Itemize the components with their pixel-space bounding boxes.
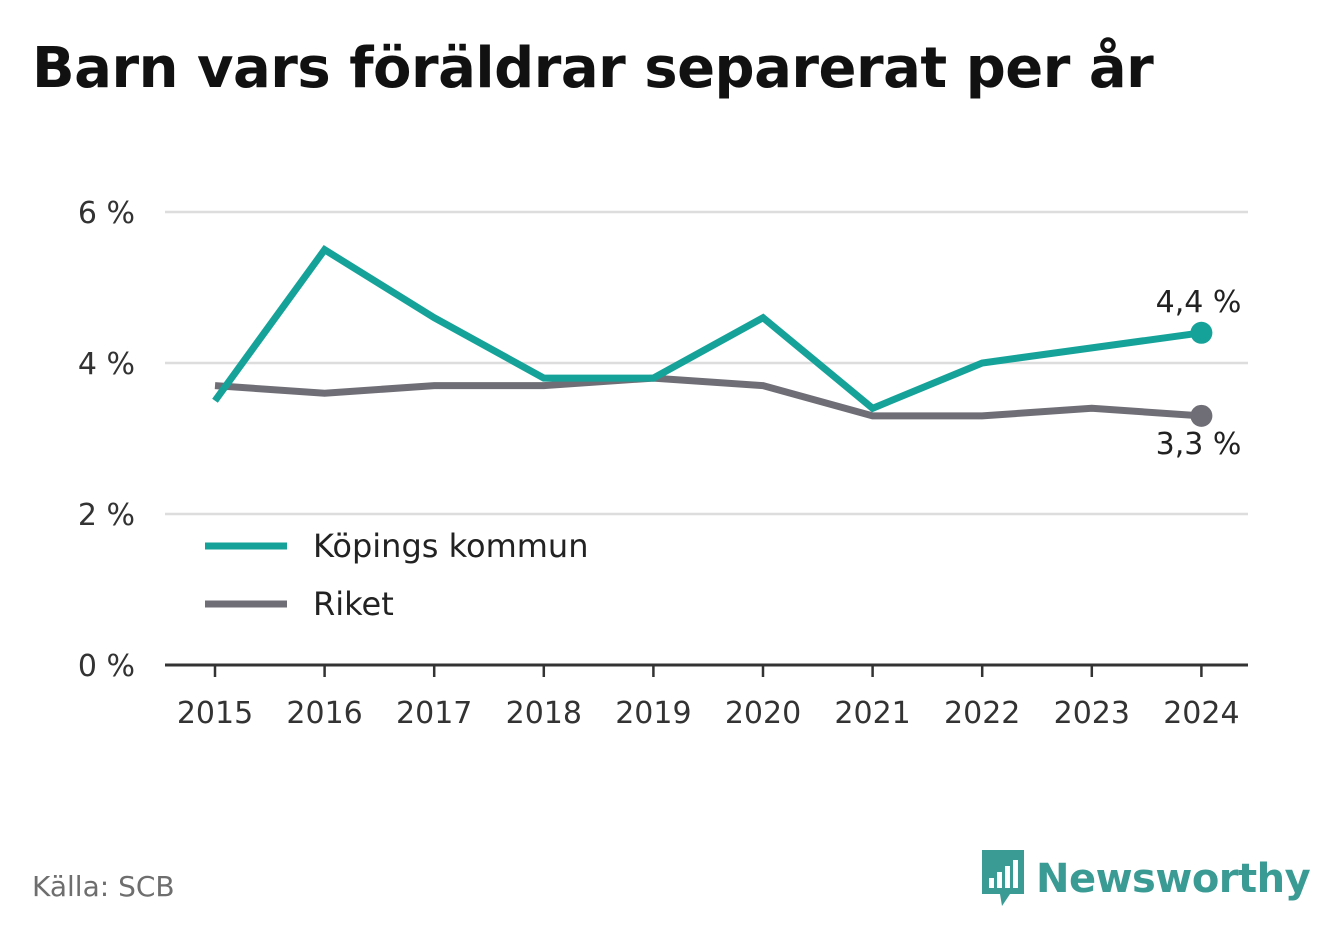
- x-tick-label: 2018: [506, 696, 582, 731]
- end-label: 3,3 %: [1156, 427, 1242, 462]
- source-note: Källa: SCB: [32, 870, 175, 903]
- series-lines: [212, 245, 1213, 427]
- x-tick-label: 2022: [944, 696, 1020, 731]
- x-axis: 2015 2016 2017 2018 2019 2020 2021 2022 2023 2024: [165, 663, 1248, 731]
- series-end-marker: [1190, 321, 1213, 344]
- y-tick-label: 2 %: [78, 498, 135, 533]
- x-tick-label: 2021: [834, 696, 910, 731]
- y-tick-label: 4 %: [78, 347, 135, 382]
- series-end-marker: [1190, 404, 1213, 427]
- y-axis-ticks: 0 % 2 % 4 % 6 %: [78, 196, 135, 684]
- series-line: [214, 374, 1202, 420]
- x-tick-label: 2020: [725, 696, 801, 731]
- legend-background: [193, 517, 638, 635]
- newsworthy-logo-icon: [982, 850, 1024, 906]
- end-label: 4,4 %: [1156, 285, 1242, 320]
- y-tick-label: 6 %: [78, 196, 135, 231]
- legend: Köpings kommun Riket: [193, 517, 638, 635]
- brand-logo: Newsworthy: [980, 848, 1311, 910]
- x-tick-label: 2023: [1054, 696, 1130, 731]
- x-tick-label: 2016: [286, 696, 362, 731]
- series-line: [212, 245, 1202, 413]
- x-tick-label: 2019: [615, 696, 691, 731]
- x-tick-label: 2017: [396, 696, 472, 731]
- x-tick-label: 2015: [177, 696, 253, 731]
- y-tick-label: 0 %: [78, 649, 135, 684]
- chart-title: Barn vars föräldrar separerat per år: [32, 36, 1154, 101]
- legend-label: Riket: [313, 585, 394, 623]
- x-tick-label: 2024: [1163, 696, 1239, 731]
- brand-name: Newsworthy: [1036, 856, 1311, 902]
- end-labels: 4,4 % 3,3 %: [1156, 285, 1242, 462]
- grid-lines: [165, 210, 1248, 516]
- legend-label: Köpings kommun: [313, 527, 588, 565]
